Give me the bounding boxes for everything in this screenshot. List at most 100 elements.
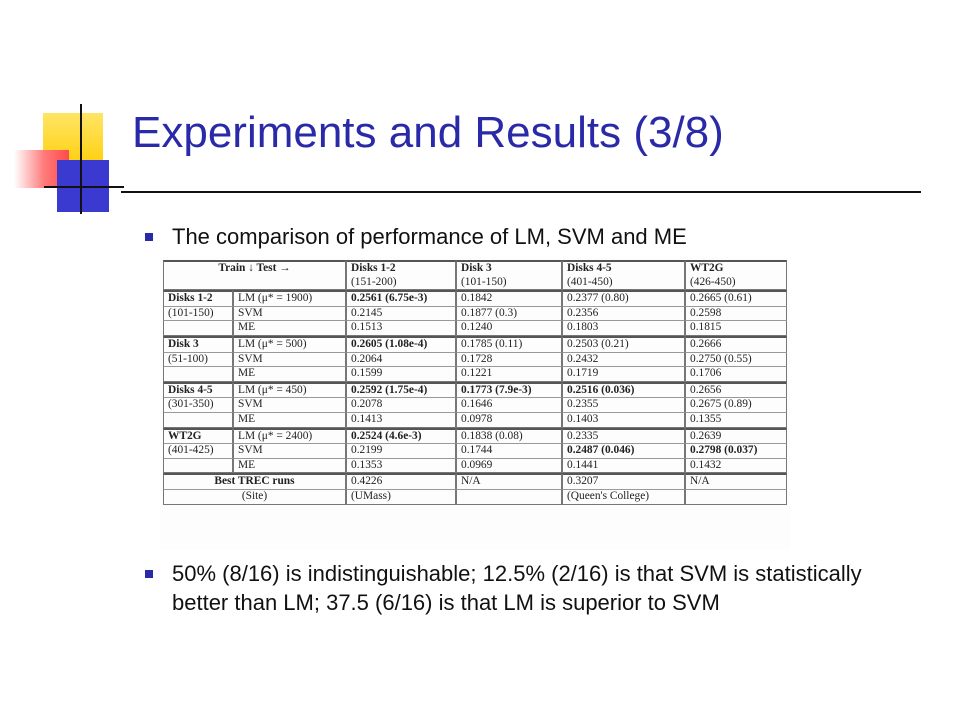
- value-cell: 0.1842: [456, 290, 562, 306]
- table-row: WT2G LM (μ* = 2400) 0.2524 (4.6e-3) 0.1838 …: [163, 427, 787, 444]
- deco-horizontal-line: [44, 186, 124, 188]
- column-header: Disk 3: [456, 260, 562, 276]
- bullet-square-icon: [145, 570, 153, 578]
- value-cell: 0.2656: [685, 381, 787, 398]
- table-row: Disks 4-5 LM (μ* = 450) 0.2592 (1.75e-4) 0.…: [163, 381, 787, 398]
- table-row: (101-150) SVM 0.2145 0.1877 (0.3) 0.2356 0.25…: [163, 305, 787, 321]
- results-table-image: Train ↓ Test → Disks 1-2 Disk 3 Disks 4-5 WT…: [160, 257, 790, 549]
- best-site: (Queen's College): [562, 488, 685, 505]
- value-cell: 0.1815: [685, 320, 787, 336]
- train-collection: WT2G: [163, 427, 233, 444]
- train-collection: Disks 1-2: [163, 290, 233, 306]
- value-cell: 0.2524 (4.6e-3): [346, 427, 456, 444]
- method-cell: SVM: [233, 305, 346, 321]
- results-table: Train ↓ Test → Disks 1-2 Disk 3 Disks 4-5 WT…: [163, 260, 787, 505]
- column-range: (426-450): [685, 275, 787, 291]
- train-collection: Disk 3: [163, 335, 233, 352]
- value-cell: 0.0978: [456, 411, 562, 428]
- train-range: (101-150): [163, 305, 233, 321]
- method-cell: LM (μ* = 500): [233, 335, 346, 352]
- value-cell: 0.1877 (0.3): [456, 305, 562, 321]
- train-range: (401-425): [163, 443, 233, 458]
- value-cell: 0.2516 (0.036): [562, 381, 685, 398]
- table-row: ME 0.1413 0.0978 0.1403 0.1355: [163, 411, 787, 428]
- method-cell: ME: [233, 320, 346, 336]
- column-range: (151-200): [346, 275, 456, 291]
- column-header: WT2G: [685, 260, 787, 276]
- method-cell: ME: [233, 366, 346, 382]
- value-cell: 0.2078: [346, 397, 456, 412]
- best-value: N/A: [456, 473, 562, 489]
- table-row: Best TREC runs 0.4226 N/A 0.3207 N/A: [163, 473, 787, 489]
- value-cell: 0.2675 (0.89): [685, 397, 787, 412]
- value-cell: 0.2377 (0.80): [562, 290, 685, 306]
- value-cell: 0.2639: [685, 427, 787, 444]
- value-cell: 0.2798 (0.037): [685, 443, 787, 458]
- value-cell: 0.2665 (0.61): [685, 290, 787, 306]
- method-cell: SVM: [233, 351, 346, 367]
- value-cell: 0.1773 (7.9e-3): [456, 381, 562, 398]
- method-cell: SVM: [233, 397, 346, 412]
- table-row: (401-425) SVM 0.2199 0.1744 0.2487 (0.046) 0.…: [163, 443, 787, 458]
- table-row: Disk 3 LM (μ* = 500) 0.2605 (1.08e-4) 0.178…: [163, 335, 787, 352]
- value-cell: 0.1513: [346, 320, 456, 336]
- value-cell: 0.1221: [456, 366, 562, 382]
- value-cell: 0.1803: [562, 320, 685, 336]
- value-cell: 0.1355: [685, 411, 787, 428]
- train-range: (51-100): [163, 351, 233, 367]
- column-header: Disks 4-5: [562, 260, 685, 276]
- value-cell: 0.1785 (0.11): [456, 335, 562, 352]
- value-cell: 0.2355: [562, 397, 685, 412]
- value-cell: 0.2750 (0.55): [685, 351, 787, 367]
- table-row: (51-100) SVM 0.2064 0.1728 0.2432 0.2750 (0.5…: [163, 351, 787, 367]
- column-range: (401-450): [562, 275, 685, 291]
- value-cell: 0.2605 (1.08e-4): [346, 335, 456, 352]
- bullet-text: 50% (8/16) is indistinguishable; 12.5% (…: [172, 561, 862, 615]
- method-cell: ME: [233, 457, 346, 474]
- method-cell: LM (μ* = 450): [233, 381, 346, 398]
- bullet-text: The comparison of performance of LM, SVM…: [172, 224, 687, 249]
- table-header-row: (151-200) (101-150) (401-450) (426-450): [163, 275, 787, 291]
- best-value: 0.3207: [562, 473, 685, 489]
- best-site: (UMass): [346, 488, 456, 505]
- value-cell: 0.1706: [685, 366, 787, 382]
- best-trec-sublabel: (Site): [163, 488, 346, 505]
- value-cell: 0.2561 (6.75e-3): [346, 290, 456, 306]
- value-cell: 0.2592 (1.75e-4): [346, 381, 456, 398]
- table-row: ME 0.1353 0.0969 0.1441 0.1432: [163, 457, 787, 474]
- column-header: Disks 1-2: [346, 260, 456, 276]
- train-blank: [163, 366, 233, 382]
- value-cell: 0.2598: [685, 305, 787, 321]
- value-cell: 0.1838 (0.08): [456, 427, 562, 444]
- value-cell: 0.1240: [456, 320, 562, 336]
- best-value: N/A: [685, 473, 787, 489]
- value-cell: 0.1403: [562, 411, 685, 428]
- table-row: Disks 1-2 LM (μ* = 1900) 0.2561 (6.75e-3) 0…: [163, 290, 787, 306]
- value-cell: 0.1413: [346, 411, 456, 428]
- method-cell: LM (μ* = 1900): [233, 290, 346, 306]
- table-corner-blank: [163, 275, 346, 291]
- value-cell: 0.2432: [562, 351, 685, 367]
- train-blank: [163, 411, 233, 428]
- value-cell: 0.2666: [685, 335, 787, 352]
- value-cell: 0.1353: [346, 457, 456, 474]
- value-cell: 0.1441: [562, 457, 685, 474]
- value-cell: 0.2199: [346, 443, 456, 458]
- value-cell: 0.2503 (0.21): [562, 335, 685, 352]
- method-cell: LM (μ* = 2400): [233, 427, 346, 444]
- value-cell: 0.1599: [346, 366, 456, 382]
- value-cell: 0.2335: [562, 427, 685, 444]
- train-collection: Disks 4-5: [163, 381, 233, 398]
- train-blank: [163, 320, 233, 336]
- best-value: 0.4226: [346, 473, 456, 489]
- value-cell: 0.2487 (0.046): [562, 443, 685, 458]
- value-cell: 0.1728: [456, 351, 562, 367]
- table-row: ME 0.1599 0.1221 0.1719 0.1706: [163, 366, 787, 382]
- value-cell: 0.1719: [562, 366, 685, 382]
- title-underline: [121, 191, 921, 193]
- column-range: (101-150): [456, 275, 562, 291]
- value-cell: 0.2356: [562, 305, 685, 321]
- best-site: [685, 488, 787, 505]
- method-cell: ME: [233, 411, 346, 428]
- value-cell: 0.0969: [456, 457, 562, 474]
